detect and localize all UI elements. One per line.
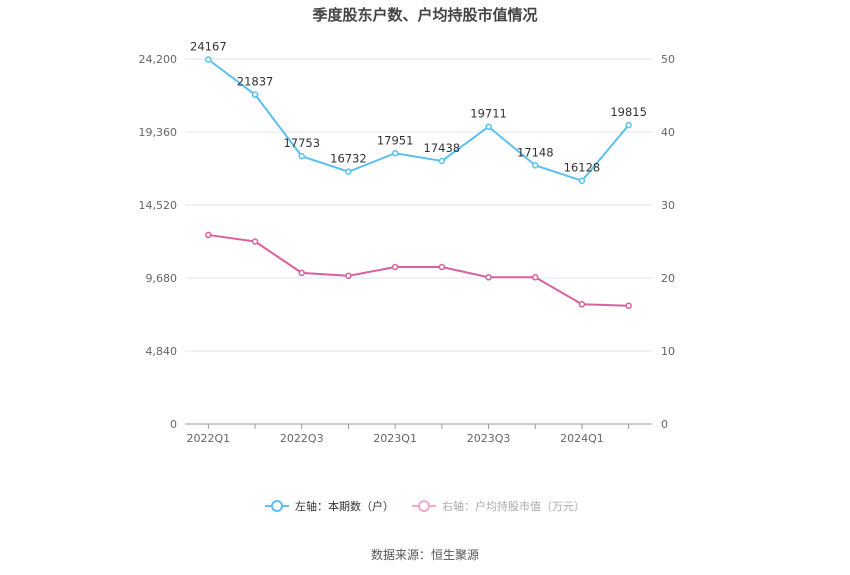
legend-label: 右轴：户均持股市值（万元） — [442, 500, 585, 513]
x-tick-label: 2022Q3 — [280, 432, 324, 445]
data-point — [251, 91, 259, 98]
data-point — [438, 263, 446, 271]
right-tick-label: 40 — [661, 126, 675, 139]
data-point — [578, 177, 586, 184]
x-tick-label: 2024Q1 — [560, 432, 604, 445]
data-label: 17753 — [283, 136, 320, 150]
data-label: 19711 — [470, 107, 507, 121]
data-point — [625, 302, 632, 309]
data-label: 21837 — [237, 75, 274, 89]
left-tick-label: 0 — [170, 418, 177, 431]
right-tick-label: 10 — [661, 345, 675, 358]
data-label: 17438 — [424, 141, 461, 155]
data-point — [298, 152, 305, 160]
left-tick-label: 24,200 — [139, 53, 178, 66]
x-tick-label: 2023Q1 — [373, 432, 417, 445]
data-point — [438, 157, 446, 165]
left-tick-label: 14,520 — [139, 199, 178, 212]
legend-label: 左轴：本期数（户） — [295, 500, 394, 513]
data-label: 17951 — [377, 133, 414, 147]
data-point — [485, 274, 492, 281]
data-point — [578, 301, 586, 308]
x-tick-label: 2022Q1 — [187, 432, 231, 445]
left-tick-label: 9,680 — [146, 272, 178, 285]
left-tick-label: 19,360 — [139, 126, 178, 139]
plot-area: 0 4,840 9,680 14,520 19,360 24,200 0 10 20 30 40 50… — [139, 39, 676, 445]
data-point — [532, 274, 539, 281]
data-label: 16732 — [330, 152, 367, 166]
data-point — [391, 263, 399, 271]
legend: 左轴：本期数（户） 右轴：户均持股市值（万元） — [0, 498, 850, 514]
right-tick-label: 30 — [661, 199, 675, 212]
data-point — [532, 162, 539, 169]
data-point — [205, 56, 212, 63]
legend-item-right[interactable]: 右轴：户均持股市值（万元） — [412, 498, 585, 514]
right-tick-label: 50 — [661, 53, 675, 66]
data-point — [625, 121, 632, 129]
data-label: 17148 — [517, 145, 554, 159]
right-tick-label: 0 — [661, 418, 668, 431]
legend-item-left[interactable]: 左轴：本期数（户） — [265, 498, 394, 514]
series-line — [208, 233, 629, 307]
data-point — [485, 123, 492, 130]
data-point — [205, 231, 212, 239]
data-point — [251, 238, 259, 245]
chart-title: 季度股东户数、户均持股市值情况 — [312, 6, 538, 24]
data-label: 19815 — [610, 105, 647, 119]
source-note: 数据来源：恒生聚源 — [370, 548, 479, 562]
data-point — [345, 168, 352, 175]
series-line — [207, 58, 630, 182]
left-tick-label: 4,840 — [146, 345, 178, 358]
legend-line-icon — [412, 500, 436, 512]
data-point — [298, 269, 305, 277]
right-tick-label: 20 — [661, 272, 675, 285]
legend-line-icon — [265, 500, 289, 512]
data-label: 16128 — [564, 161, 601, 175]
data-label: 24167 — [190, 39, 227, 53]
data-point — [345, 272, 352, 280]
x-tick-label: 2023Q3 — [467, 432, 511, 445]
data-point — [391, 150, 399, 157]
